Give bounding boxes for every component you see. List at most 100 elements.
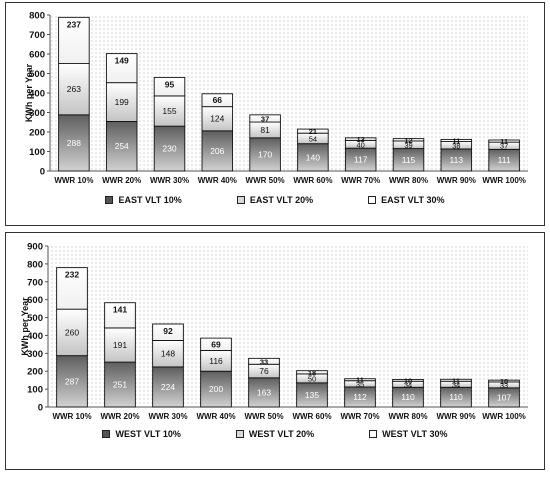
y-tick-label: 600 [29, 50, 45, 61]
y-tick-label: 100 [27, 385, 43, 396]
bar-segment [440, 138, 473, 143]
legend-swatch [102, 430, 111, 438]
y-tick-label: 800 [29, 11, 45, 22]
y-tick-label: 300 [27, 349, 43, 360]
data-label: 18 [308, 368, 316, 377]
west-legend: WEST VLT 10% WEST VLT 20% WEST VLT 30% [6, 429, 544, 439]
data-label: 141 [113, 305, 127, 315]
data-label: 155 [162, 106, 176, 116]
data-label: 11 [452, 136, 460, 145]
data-label: 38 [452, 141, 460, 150]
y-tick-label: 700 [29, 30, 45, 41]
bar-segment [296, 370, 328, 375]
legend-item-east-vlt-20: EAST VLT 20% [236, 195, 313, 205]
east-chart-panel: 0 100 200 300 400 500 600 700 800 KWh per Year 288… [5, 2, 545, 226]
x-tick-label: WWR 70% [341, 176, 380, 185]
west-chart-panel: 0 100 200 300 400 500 600 700 800 900 KWh per Year… [5, 232, 545, 470]
y-tick-label: 200 [27, 367, 43, 378]
legend-swatch [368, 196, 377, 204]
bar-segment [248, 357, 280, 365]
x-tick-label: WWR 50% [244, 412, 283, 421]
legend-item-east-vlt-10: EAST VLT 10% [105, 195, 182, 205]
bar-segment [105, 53, 138, 84]
legend-item-west-vlt-20: WEST VLT 20% [235, 429, 315, 439]
bar-segment [249, 114, 281, 123]
x-tick-label: WWR 60% [293, 176, 332, 185]
legend-label: EAST VLT 30% [381, 195, 445, 205]
y-tick-label: 0 [38, 403, 43, 414]
data-label: 263 [67, 84, 81, 94]
legend-swatch [235, 430, 244, 438]
bar-segment [58, 16, 90, 65]
bar-segment [56, 267, 88, 310]
data-label: 287 [65, 376, 79, 386]
data-label: 11 [452, 376, 460, 385]
data-label: 11 [356, 376, 364, 385]
bar-segment [201, 93, 234, 108]
data-label: 116 [209, 356, 223, 366]
data-label: 112 [353, 392, 367, 402]
bar-segment [200, 337, 232, 351]
x-tick-label: WWR 20% [102, 176, 141, 185]
bar-segment [248, 377, 280, 408]
data-label: 37 [261, 114, 269, 123]
east-legend: EAST VLT 10% EAST VLT 20% EAST VLT 30% [6, 195, 544, 205]
data-label: 81 [260, 125, 270, 135]
data-label: 69 [211, 339, 221, 349]
data-label: 66 [213, 95, 223, 105]
bar-segment [152, 366, 184, 408]
data-label: 110 [449, 392, 463, 402]
bar-segment [105, 121, 138, 172]
data-label: 237 [67, 19, 81, 29]
data-label: 260 [65, 327, 79, 337]
bar-segment [392, 379, 424, 382]
bar-segment [153, 95, 186, 127]
y-tick-label: 200 [29, 128, 45, 139]
data-label: 111 [498, 155, 511, 165]
bar-segment [58, 114, 90, 172]
y-axis-label: KWh per Year [24, 63, 34, 122]
data-label: 224 [161, 382, 175, 392]
data-label: 40 [357, 140, 365, 149]
y-tick-label: 100 [29, 147, 45, 158]
bar-segment [104, 361, 136, 408]
x-tick-label: WWR 30% [148, 412, 187, 421]
bar-segment [56, 355, 88, 408]
data-label: 115 [402, 155, 416, 165]
x-tick-label: WWR 40% [198, 176, 237, 185]
legend-label: EAST VLT 10% [118, 195, 182, 205]
data-label: 199 [115, 97, 129, 107]
data-label: 163 [257, 387, 271, 397]
data-label: 50 [308, 374, 316, 383]
legend-swatch [236, 196, 245, 204]
data-label: 140 [306, 152, 320, 162]
west-chart: 0 100 200 300 400 500 600 700 800 900 KWh per Year… [20, 242, 528, 421]
data-label: 34 [452, 380, 460, 389]
x-tick-label: WWR 20% [100, 412, 139, 421]
bar-segment [201, 130, 234, 172]
bar-segment [392, 138, 425, 142]
y-tick-label: 500 [29, 69, 45, 80]
data-label: 33 [500, 381, 508, 390]
bar-segment [104, 302, 136, 329]
x-tick-label: WWR 100% [482, 412, 526, 421]
y-tick-label: 400 [29, 89, 45, 100]
x-tick-label: WWR 70% [340, 412, 379, 421]
bar-segment [344, 378, 376, 382]
bar-segment [488, 379, 520, 383]
legend-item-west-vlt-30: WEST VLT 30% [369, 429, 448, 439]
data-label: 254 [115, 141, 129, 151]
y-tick-label: 900 [27, 242, 43, 253]
data-label: 124 [210, 114, 224, 124]
data-label: 11 [500, 137, 508, 146]
bar-segment [152, 323, 184, 341]
x-tick-label: WWR 60% [292, 412, 331, 421]
legend-item-east-vlt-30: EAST VLT 30% [368, 195, 445, 205]
data-label: 148 [161, 349, 175, 359]
x-tick-label: WWR 90% [437, 176, 476, 185]
legend-label: WEST VLT 30% [382, 429, 448, 439]
legend-label: WEST VLT 20% [248, 429, 315, 439]
x-tick-label: WWR 10% [54, 176, 93, 185]
y-tick-label: 0 [40, 167, 45, 178]
data-label: 117 [354, 155, 368, 165]
